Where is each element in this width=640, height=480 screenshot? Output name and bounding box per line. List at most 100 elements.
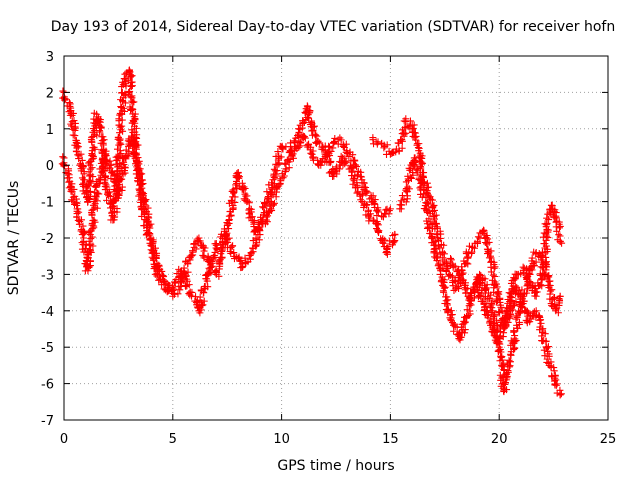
track-marker [534,279,542,287]
track-marker [91,188,99,196]
data-point [125,67,133,75]
track-marker [303,141,311,149]
y-tick-label: 1 [46,123,54,138]
track-marker [126,87,134,95]
track-marker [550,364,558,372]
track-marker [327,147,335,155]
track-marker [330,139,338,147]
track-marker [117,165,125,173]
track-marker [77,227,85,235]
track-marker [348,168,356,176]
track-marker [254,231,262,239]
track-marker [308,127,316,135]
track-marker [103,185,111,193]
data-point [450,321,458,329]
track-marker [537,319,545,327]
y-tick-label: -3 [41,268,54,283]
track-marker [443,293,451,301]
track-marker [413,169,421,177]
track-marker [129,128,137,136]
track-marker [444,307,452,315]
track-marker [119,97,127,105]
track-marker [422,205,430,213]
track-marker [404,175,412,183]
track-marker [484,235,492,243]
track-marker [538,249,546,257]
track-marker [440,241,448,249]
track-marker [109,170,117,178]
y-tick-label: 0 [46,159,54,174]
track-marker [261,198,269,206]
data-point [404,183,412,191]
track-marker [512,337,520,345]
track-marker [129,98,137,106]
track-marker [92,182,100,190]
track-marker [385,207,393,215]
track-marker [415,165,423,173]
track-marker [515,318,523,326]
track-marker [484,247,492,255]
track-marker [511,332,519,340]
track-marker [118,116,126,124]
track-marker [459,277,467,285]
track-marker [477,279,485,287]
track-marker [322,151,330,159]
data-series [58,66,566,399]
track-marker [343,149,351,157]
track-marker [431,238,439,246]
track-marker [301,134,309,142]
data-point [325,143,333,151]
track-marker [423,199,431,207]
track-marker [473,239,481,247]
track-marker [420,190,428,198]
track-marker [543,221,551,229]
track-marker [138,170,146,178]
track-marker [518,286,526,294]
track-marker [225,234,233,242]
x-tick-label: 25 [600,432,617,447]
track-marker [520,297,528,305]
track-marker [300,119,308,127]
track-marker [501,380,509,388]
track-marker [536,316,544,324]
track-marker [117,175,125,183]
track-marker [400,196,408,204]
track-marker [226,208,234,216]
track-marker [541,330,549,338]
track-marker [242,192,250,200]
track-marker [132,160,140,168]
track-marker [238,264,246,272]
track-marker [526,270,534,278]
track-marker [503,370,511,378]
track-marker [360,203,368,211]
track-marker [102,152,110,160]
track-marker [275,152,283,160]
track-marker [452,278,460,286]
track-marker [72,147,80,155]
track-marker [196,293,204,301]
track-marker [494,289,502,297]
track-marker [73,213,81,221]
track-marker [212,240,220,248]
track-marker [556,297,564,305]
track-marker [415,176,423,184]
track-marker [93,131,101,139]
track-marker [525,269,533,277]
track-marker [316,139,324,147]
track-marker [514,324,522,332]
track-marker [544,343,552,351]
track-marker [113,190,121,198]
track-marker [450,327,458,335]
track-marker [312,131,320,139]
track-marker [510,276,518,284]
track-marker [432,241,440,249]
track-marker [358,198,366,206]
track-marker [205,257,213,265]
track-marker [353,189,361,197]
track-marker [210,252,218,260]
track-marker [158,267,166,275]
track-marker [295,143,303,151]
track-marker [450,286,458,294]
track-marker [497,352,505,360]
track-marker [270,165,278,173]
